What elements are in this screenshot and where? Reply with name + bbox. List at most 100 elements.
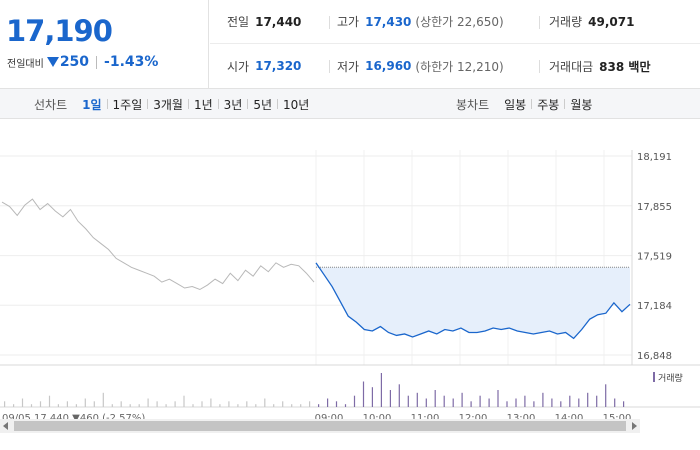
volume-bar <box>371 387 373 407</box>
tab-5y[interactable]: 5년 <box>253 97 273 112</box>
tab-monthly[interactable]: 월봉 <box>570 97 593 112</box>
volume-bar <box>282 401 284 407</box>
scroll-right-icon[interactable] <box>632 422 637 430</box>
volume-bar <box>587 392 589 407</box>
x-tick-label: 09:00 <box>315 413 344 424</box>
candle-chart-tabs: 봉차트 일봉 주봉 월봉 <box>456 89 597 119</box>
volume-bar <box>156 401 158 407</box>
volume-bar <box>506 401 508 407</box>
volume-legend-label: 거래량 <box>658 372 683 384</box>
stat-value: 49,071 <box>588 14 635 29</box>
volume-bar <box>380 373 382 407</box>
tab-1d[interactable]: 1일 <box>82 97 102 112</box>
volume-bars: 거래량 <box>0 364 700 408</box>
x-tick-label: 15:00 <box>603 413 632 424</box>
scroll-left-icon[interactable] <box>3 422 8 430</box>
stat-amount: 거래대금 838 백만 <box>549 56 650 76</box>
change-rate: -1.43% <box>104 54 159 70</box>
volume-bar <box>488 398 490 407</box>
divider <box>564 99 566 109</box>
tab-1w[interactable]: 1주일 <box>112 97 143 112</box>
down-arrow-icon <box>46 57 59 67</box>
x-tick-label: 11:00 <box>411 413 440 424</box>
stat-label: 저가 <box>337 59 360 74</box>
y-tick-label: 17,855 <box>637 202 672 213</box>
current-price-box: 17,190 전일대비 250 -1.43% <box>0 0 209 89</box>
volume-bar <box>84 398 86 407</box>
y-tick-label: 18,191 <box>637 152 672 163</box>
stat-high: 고가 17,430 (상한가 22,650) <box>337 12 504 32</box>
volume-bar <box>309 401 311 407</box>
volume-bar <box>13 404 15 407</box>
volume-legend-swatch <box>653 372 655 382</box>
divider <box>247 99 249 109</box>
stat-label: 거래대금 <box>549 59 594 74</box>
divider <box>106 99 108 109</box>
tab-weekly[interactable]: 주봉 <box>537 97 560 112</box>
volume-bar <box>129 404 131 407</box>
tab-1y[interactable]: 1년 <box>193 97 213 112</box>
chart-fill <box>316 262 630 339</box>
volume-bar <box>93 401 95 407</box>
x-tick-label: 13:00 <box>507 413 536 424</box>
y-tick-label: 17,184 <box>637 301 672 312</box>
y-tick-label: 16,848 <box>637 351 672 362</box>
volume-bar <box>524 395 526 407</box>
chart-lines <box>1 198 631 340</box>
tab-3m[interactable]: 3개월 <box>153 97 183 112</box>
current-price: 17,190 <box>6 14 113 48</box>
volume-bar <box>120 401 122 407</box>
volume-bar <box>479 395 481 407</box>
price-summary: 17,190 전일대비 250 -1.43% 전일 17,440 고가 17,4… <box>0 0 700 89</box>
chart-svg: 18,191 17,855 17,519 17,184 16,848 거래량 09:00… <box>0 150 700 450</box>
volume-bar <box>4 401 6 407</box>
stat-value: 16,960 <box>365 59 412 73</box>
change-label: 전일대비 <box>7 58 44 70</box>
volume-bar <box>174 401 176 407</box>
volume-bar <box>138 404 140 407</box>
volume-bar <box>21 398 24 407</box>
divider <box>277 99 279 109</box>
tab-daily[interactable]: 일봉 <box>504 97 527 112</box>
volume-bar <box>318 404 320 407</box>
chart-period-tabs: 선차트 1일 1주일 3개월 1년 3년 5년 10년 봉차트 일봉 주봉 월봉 <box>0 89 700 119</box>
bottom-mask <box>0 433 700 450</box>
volume-bar <box>596 395 598 407</box>
stats-row-2: 시가 17,320 저가 16,960 (하한가 12,210) 거래대금 83… <box>210 44 700 88</box>
volume-bar <box>497 390 499 407</box>
volume-bar <box>192 404 194 407</box>
candle-chart-label: 봉차트 <box>456 97 490 112</box>
divider <box>539 16 540 29</box>
volume-bar <box>291 404 293 407</box>
chart-scrollbar[interactable] <box>0 419 640 433</box>
volume-bar <box>560 401 562 407</box>
x-tick-label: 12:00 <box>459 413 488 424</box>
volume-bar <box>273 404 275 407</box>
volume-bar <box>210 398 212 407</box>
stat-label: 전일 <box>227 15 250 29</box>
below-prev-close-fill <box>316 262 630 339</box>
volume-bar <box>614 398 616 407</box>
volume-bar <box>389 390 391 407</box>
divider <box>187 99 189 109</box>
stat-value: 838 백만 <box>599 59 651 74</box>
chart-annotations: 09/05 17,440 ▼460 (-2.57%) <box>0 413 700 450</box>
today-price-line <box>315 262 631 340</box>
intraday-chart[interactable]: 18,191 17,855 17,519 17,184 16,848 거래량 09:00… <box>0 120 700 450</box>
volume-bar <box>327 398 329 407</box>
x-axis-ticks: 09:00 10:00 11:00 12:00 13:00 14:00 15:00 <box>315 413 632 424</box>
stat-label: 시가 <box>227 59 250 74</box>
volume-bar <box>569 395 571 407</box>
tab-3y[interactable]: 3년 <box>223 97 243 112</box>
stat-volume: 거래량 49,071 <box>549 12 634 32</box>
volume-bar <box>246 401 248 407</box>
scrollbar-thumb[interactable] <box>14 421 626 431</box>
change-amount: 250 <box>59 54 90 70</box>
volume-bar <box>30 404 33 407</box>
tab-10y[interactable]: 10년 <box>283 97 310 112</box>
volume-bar <box>623 401 625 407</box>
y-axis-ticks: 18,191 17,855 17,519 17,184 16,848 <box>637 152 672 362</box>
stat-value: 17,320 <box>255 59 302 73</box>
divider <box>96 55 98 69</box>
volume-bar <box>533 401 535 407</box>
